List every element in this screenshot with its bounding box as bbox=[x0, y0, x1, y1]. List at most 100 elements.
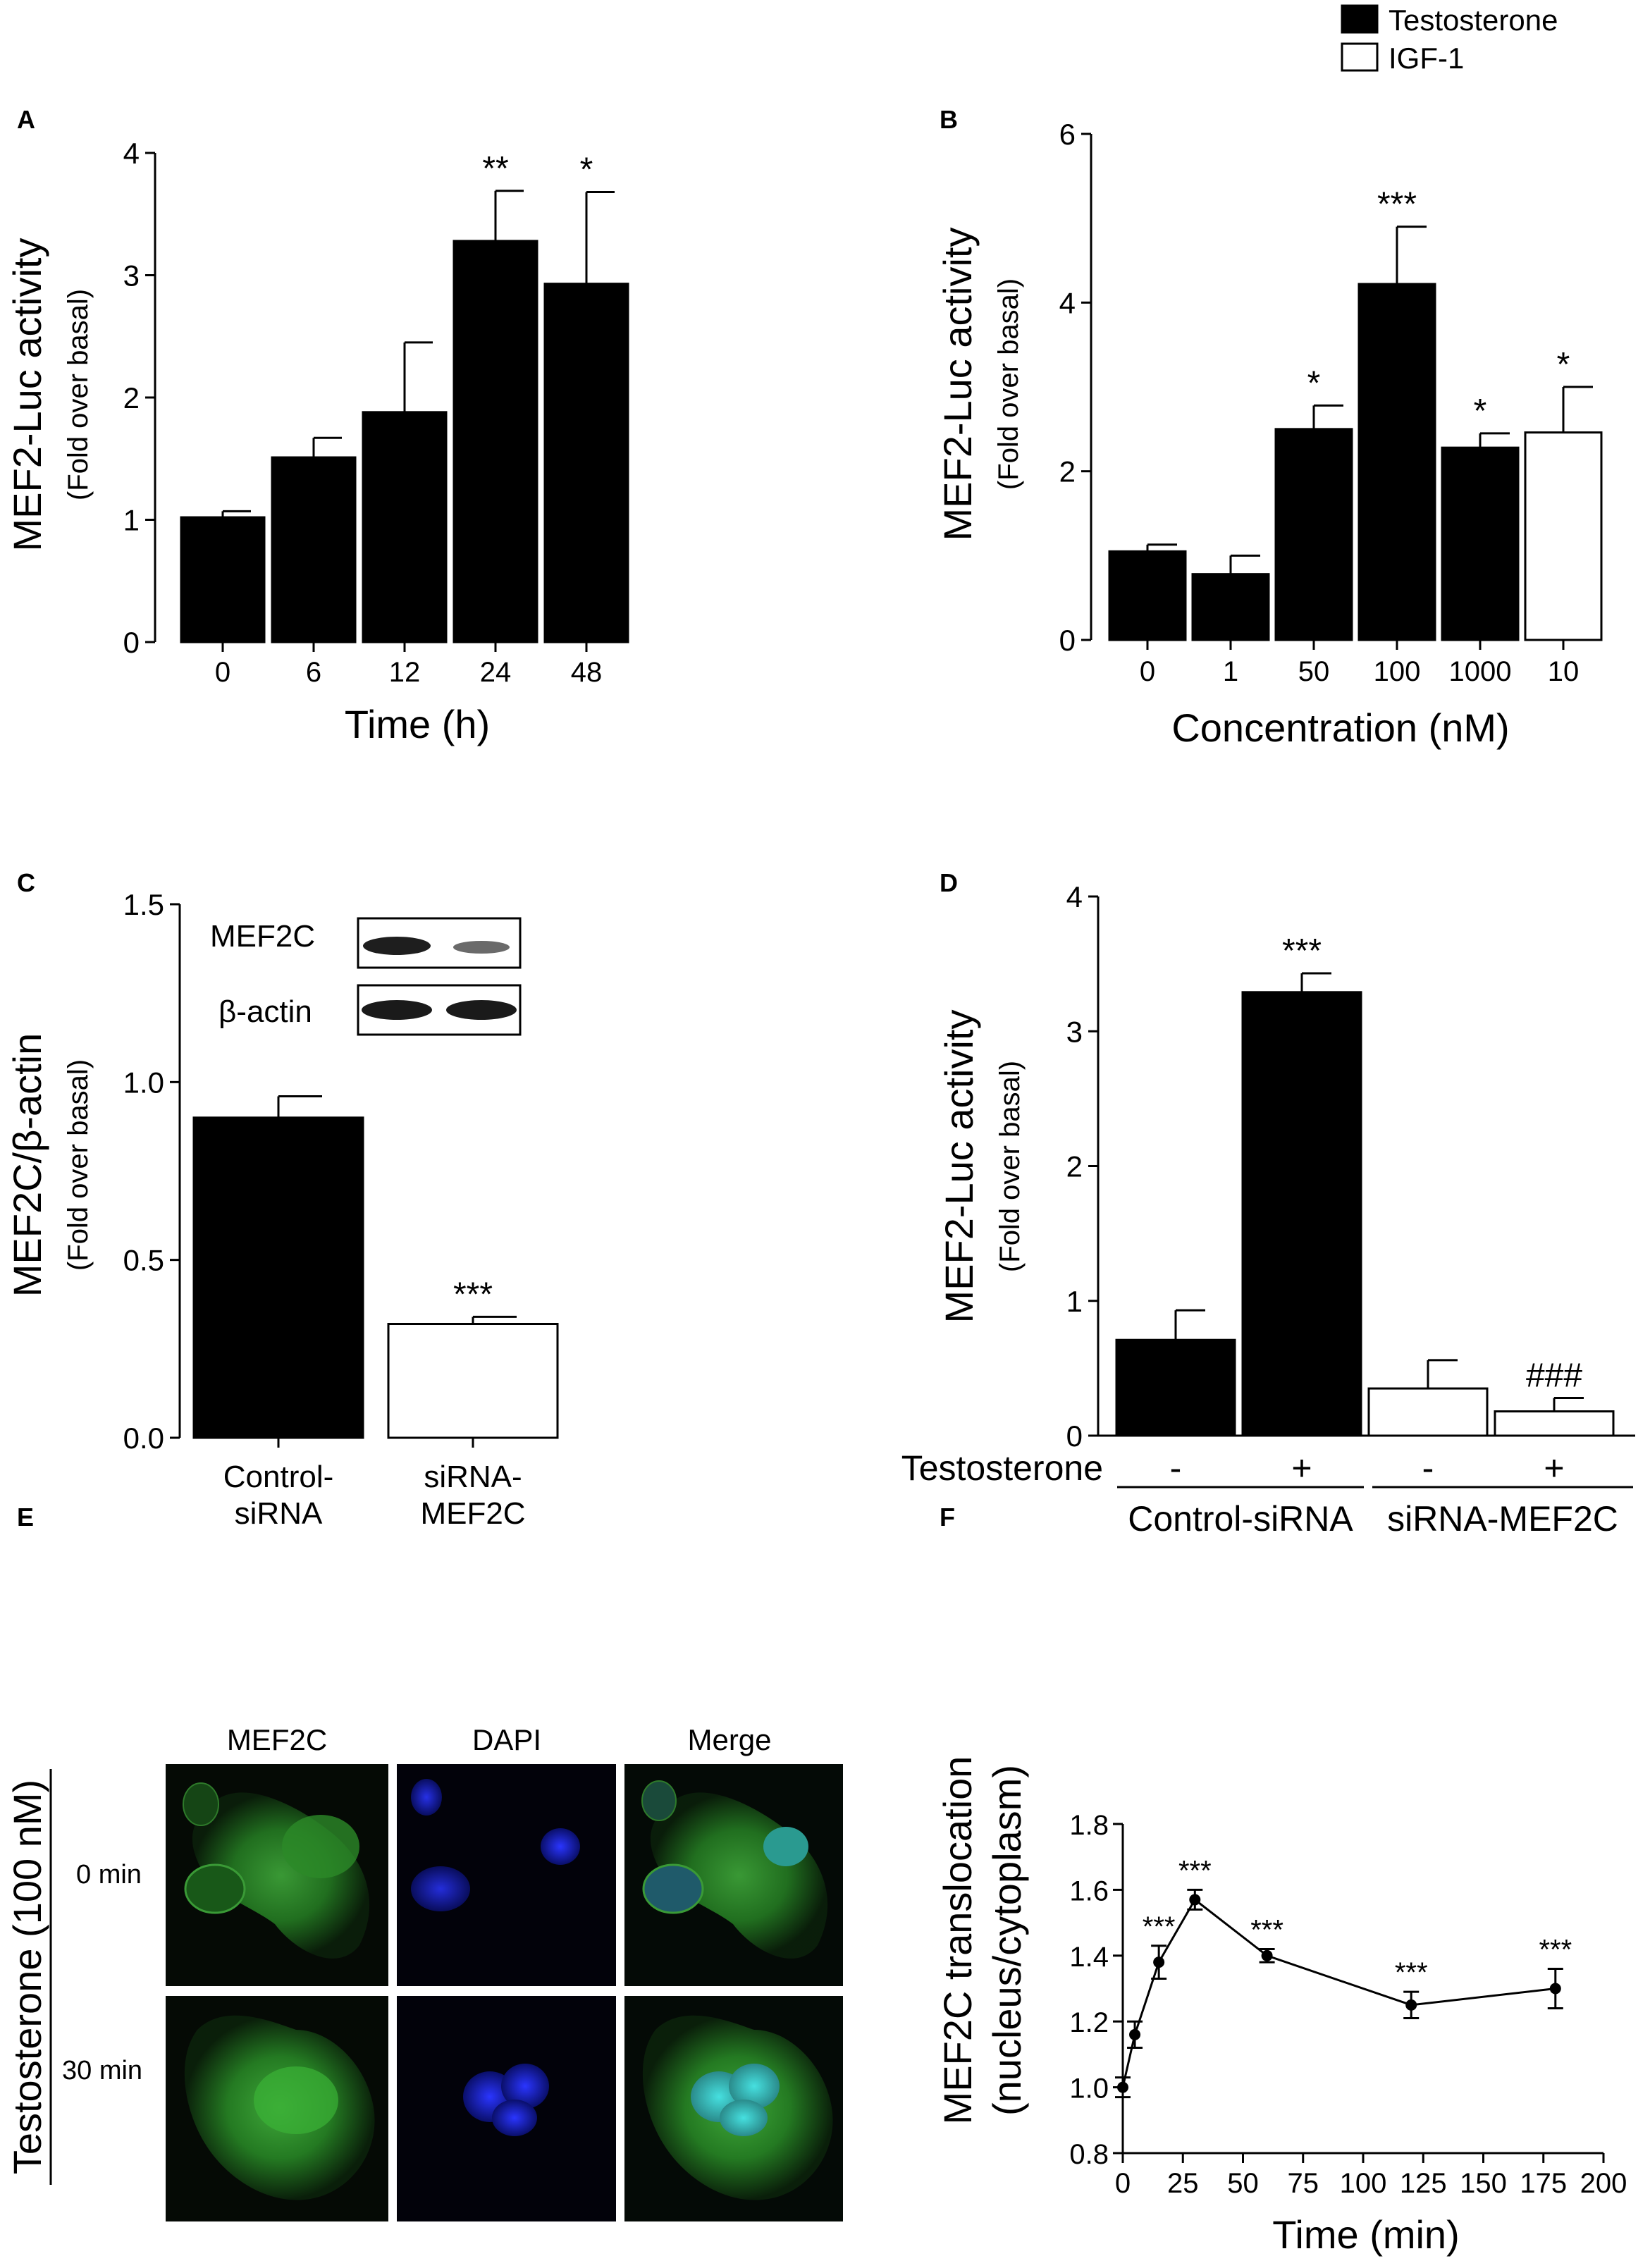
panel-f-significance-4: *** bbox=[1250, 1914, 1283, 1945]
panel-b-bar-4 bbox=[1441, 446, 1520, 641]
panel-b-ytick-label-1: 2 bbox=[1059, 455, 1076, 488]
panel-d-ylabel: MEF2-Luc activity bbox=[937, 1010, 981, 1324]
blot-band-mef2c-control bbox=[363, 937, 431, 955]
panel-letter-e: E bbox=[17, 1503, 34, 1531]
group-label-sirna: siRNA-MEF2C bbox=[1387, 1499, 1618, 1539]
panel-c-ytick-label-3: 1.5 bbox=[123, 888, 164, 921]
col-label-dapi: DAPI bbox=[472, 1723, 541, 1756]
image-30min-mef2c bbox=[166, 1996, 388, 2221]
panel-letter-f: F bbox=[940, 1503, 955, 1531]
panel-f-xtick-label-2: 50 bbox=[1227, 2168, 1259, 2199]
panel-f-xtick-label-1: 25 bbox=[1167, 2168, 1199, 2199]
panel-letter-a: A bbox=[17, 105, 35, 134]
panel-d-category-label-2: - bbox=[1422, 1448, 1434, 1488]
panel-a-bar-1 bbox=[271, 456, 357, 643]
image-0min-dapi bbox=[397, 1764, 616, 1986]
panel-f-point-1 bbox=[1129, 2028, 1141, 2040]
panel-b-plot: 0 2 4 6 0 1 * 50 *** 100 * 1000 * 10 bbox=[1059, 118, 1603, 687]
panel-a-significance-4: * bbox=[580, 152, 593, 189]
panel-b-category-label-0: 0 bbox=[1140, 656, 1155, 687]
panel-c-ytick-label-1: 0.5 bbox=[123, 1244, 164, 1277]
panel-d-ytick-label-3: 3 bbox=[1066, 1015, 1083, 1048]
panel-a-ylabel: MEF2-Luc activity bbox=[5, 238, 49, 552]
panel-a-category-label-4: 48 bbox=[571, 657, 603, 688]
panel-f-xtick-label-7: 175 bbox=[1520, 2168, 1567, 2199]
panel-d-category-label-3: + bbox=[1544, 1448, 1564, 1488]
panel-f-point-3 bbox=[1189, 1894, 1201, 1906]
panel-d-bar-0 bbox=[1115, 1338, 1236, 1437]
panel-b-significance-4: * bbox=[1474, 393, 1487, 430]
panel-c-category-label-1-0: siRNA- bbox=[424, 1460, 522, 1494]
panel-a-category-label-1: 6 bbox=[306, 657, 321, 688]
panel-b-bar-3 bbox=[1357, 283, 1436, 641]
panel-f-series-line bbox=[1121, 1898, 1556, 2088]
panel-b-significance-3: *** bbox=[1377, 186, 1417, 223]
panel-d-ysublabel: (Fold over basal) bbox=[995, 1061, 1026, 1272]
panel-f-xtick-label-6: 150 bbox=[1460, 2168, 1507, 2199]
panel-c-bar-1 bbox=[387, 1323, 559, 1439]
panel-b-ylabel: MEF2-Luc activity bbox=[935, 228, 980, 541]
panel-d-treatment-label: Testosterone bbox=[901, 1448, 1103, 1488]
panel-d-plot: 0 1 2 3 4 - *** + - ### + bbox=[1066, 880, 1635, 1488]
panel-f-point-2 bbox=[1153, 1956, 1165, 1968]
panel-a-significance-3: ** bbox=[482, 150, 508, 187]
panel-f-xlabel: Time (min) bbox=[1272, 2212, 1459, 2257]
blot-label-mef2c: MEF2C bbox=[210, 919, 315, 954]
panel-f-significance-3: *** bbox=[1178, 1855, 1212, 1886]
panel-a-bar-3 bbox=[452, 240, 538, 643]
panel-f-significance-2: *** bbox=[1143, 1911, 1176, 1942]
panel-b-category-label-5: 10 bbox=[1548, 656, 1580, 687]
panel-d-ytick-label-4: 4 bbox=[1066, 880, 1083, 913]
blot-band-actin-control bbox=[362, 1000, 432, 1020]
panel-b-category-label-2: 50 bbox=[1298, 656, 1330, 687]
panel-d-bar-2 bbox=[1367, 1387, 1489, 1437]
panel-b-ytick-label-0: 0 bbox=[1059, 624, 1076, 657]
panel-d-category-label-0: - bbox=[1170, 1448, 1182, 1488]
panel-f-xtick-label-4: 100 bbox=[1340, 2168, 1387, 2199]
panel-b-bar-5 bbox=[1524, 431, 1603, 641]
image-0min-merge bbox=[624, 1764, 843, 1986]
panel-c-ytick-label-2: 1.0 bbox=[123, 1066, 164, 1099]
panel-f-xtick-label-8: 200 bbox=[1580, 2168, 1627, 2199]
panel-d-ytick-label-2: 2 bbox=[1066, 1150, 1083, 1183]
panel-a-ytick-label-4: 4 bbox=[123, 137, 140, 170]
panel-f-ylabel-line2: (nucleus/cytoplasm) bbox=[985, 1765, 1029, 2116]
panel-d-chart: MEF2-Luc activity (Fold over basal) 0 1 2 3… bbox=[901, 880, 1635, 1539]
panel-f-point-6 bbox=[1549, 1983, 1561, 1995]
panel-f-ytick-label-4: 1.6 bbox=[1069, 1875, 1109, 1906]
panel-c-significance-1: *** bbox=[453, 1276, 493, 1313]
col-label-mef2c: MEF2C bbox=[227, 1723, 327, 1756]
panel-d-significance-3: ### bbox=[1526, 1357, 1582, 1394]
panel-b-ysublabel: (Fold over basal) bbox=[993, 278, 1024, 490]
panel-b-bar-1 bbox=[1191, 573, 1270, 641]
panel-c-chart: MEF2C/β-actin (Fold over basal) 0.0 0.5 1.… bbox=[5, 888, 559, 1531]
panel-b-category-label-3: 100 bbox=[1374, 656, 1421, 687]
panel-b-ytick-label-3: 6 bbox=[1059, 118, 1076, 151]
panel-f-ytick-label-5: 1.8 bbox=[1069, 1810, 1109, 1841]
panel-a-xlabel: Time (h) bbox=[345, 702, 490, 746]
panel-f-plot: 0.8 1.0 1.2 1.4 1.6 1.8 0 25 50 75 100 125 150 175 200… bbox=[1069, 1810, 1627, 2199]
col-label-merge: Merge bbox=[687, 1723, 771, 1756]
panel-letter-b: B bbox=[940, 105, 958, 134]
blot-band-mef2c-sirna bbox=[453, 941, 510, 954]
panel-d-ytick-label-0: 0 bbox=[1066, 1419, 1083, 1453]
panel-d-significance-1: *** bbox=[1282, 932, 1322, 970]
panel-letter-d: D bbox=[940, 868, 958, 897]
panel-a-ysublabel: (Fold over basal) bbox=[63, 289, 94, 500]
panel-b-bar-2 bbox=[1274, 428, 1353, 641]
row-label-30min: 30 min bbox=[62, 2056, 142, 2085]
group-label-control: Control-siRNA bbox=[1128, 1499, 1353, 1539]
panel-a-ytick-label-0: 0 bbox=[123, 626, 140, 659]
legend-label-testosterone: Testosterone bbox=[1389, 4, 1558, 37]
legend: Testosterone IGF-1 bbox=[1341, 4, 1558, 75]
panel-b-significance-5: * bbox=[1557, 346, 1570, 383]
panel-f-ytick-label-0: 0.8 bbox=[1069, 2139, 1109, 2170]
panel-f-ylabel-line1: MEF2C translocation bbox=[935, 1756, 980, 2125]
legend-swatch-igf1 bbox=[1341, 42, 1379, 72]
panel-a-bar-2 bbox=[362, 411, 448, 643]
panel-c-category-label-0-1: siRNA bbox=[235, 1496, 323, 1531]
panel-b-ytick-label-2: 4 bbox=[1059, 286, 1076, 319]
panel-c-bar-0 bbox=[192, 1116, 364, 1439]
